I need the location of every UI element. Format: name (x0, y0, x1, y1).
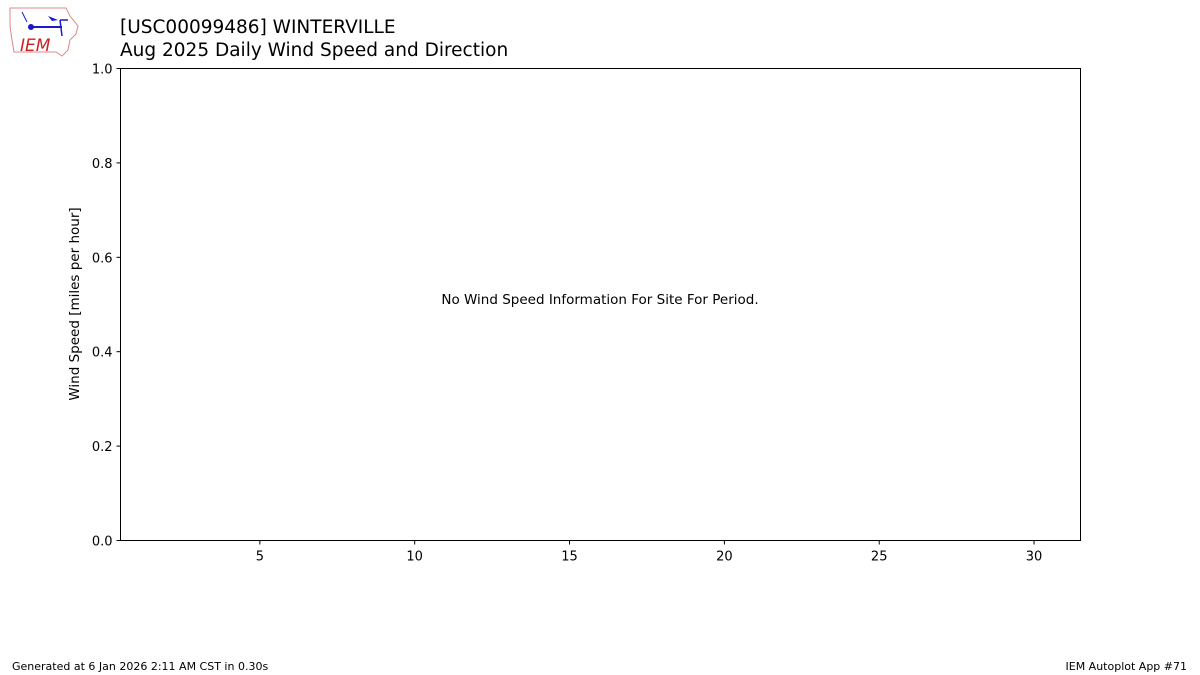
x-tick-label: 10 (406, 550, 423, 565)
no-data-annotation: No Wind Speed Information For Site For P… (441, 292, 758, 308)
y-axis-label: Wind Speed [miles per hour] (67, 207, 83, 400)
generated-timestamp: Generated at 6 Jan 2026 2:11 AM CST in 0… (12, 660, 269, 673)
y-tick-label: 0.2 (92, 440, 113, 455)
y-tick-label: 0.8 (92, 157, 113, 172)
y-tick-label: 0.4 (92, 346, 113, 361)
x-tick-label: 25 (871, 550, 888, 565)
x-tick-label: 15 (561, 550, 578, 565)
svg-text:IEM: IEM (20, 36, 51, 56)
chart-title: Aug 2025 Daily Wind Speed and Direction (120, 40, 509, 61)
x-tick-label: 30 (1026, 550, 1043, 565)
y-tick-label: 0.6 (92, 251, 113, 266)
iem-logo: IEM (9, 7, 79, 57)
y-tick-label: 1.0 (92, 63, 113, 78)
chart-title-station: [USC00099486] WINTERVILLE (120, 17, 396, 38)
plot-area (120, 68, 1081, 541)
x-tick-label: 20 (716, 550, 733, 565)
app-label: IEM Autoplot App #71 (1065, 660, 1188, 673)
y-tick-label: 0.0 (92, 535, 113, 550)
x-tick-label: 5 (256, 550, 264, 565)
